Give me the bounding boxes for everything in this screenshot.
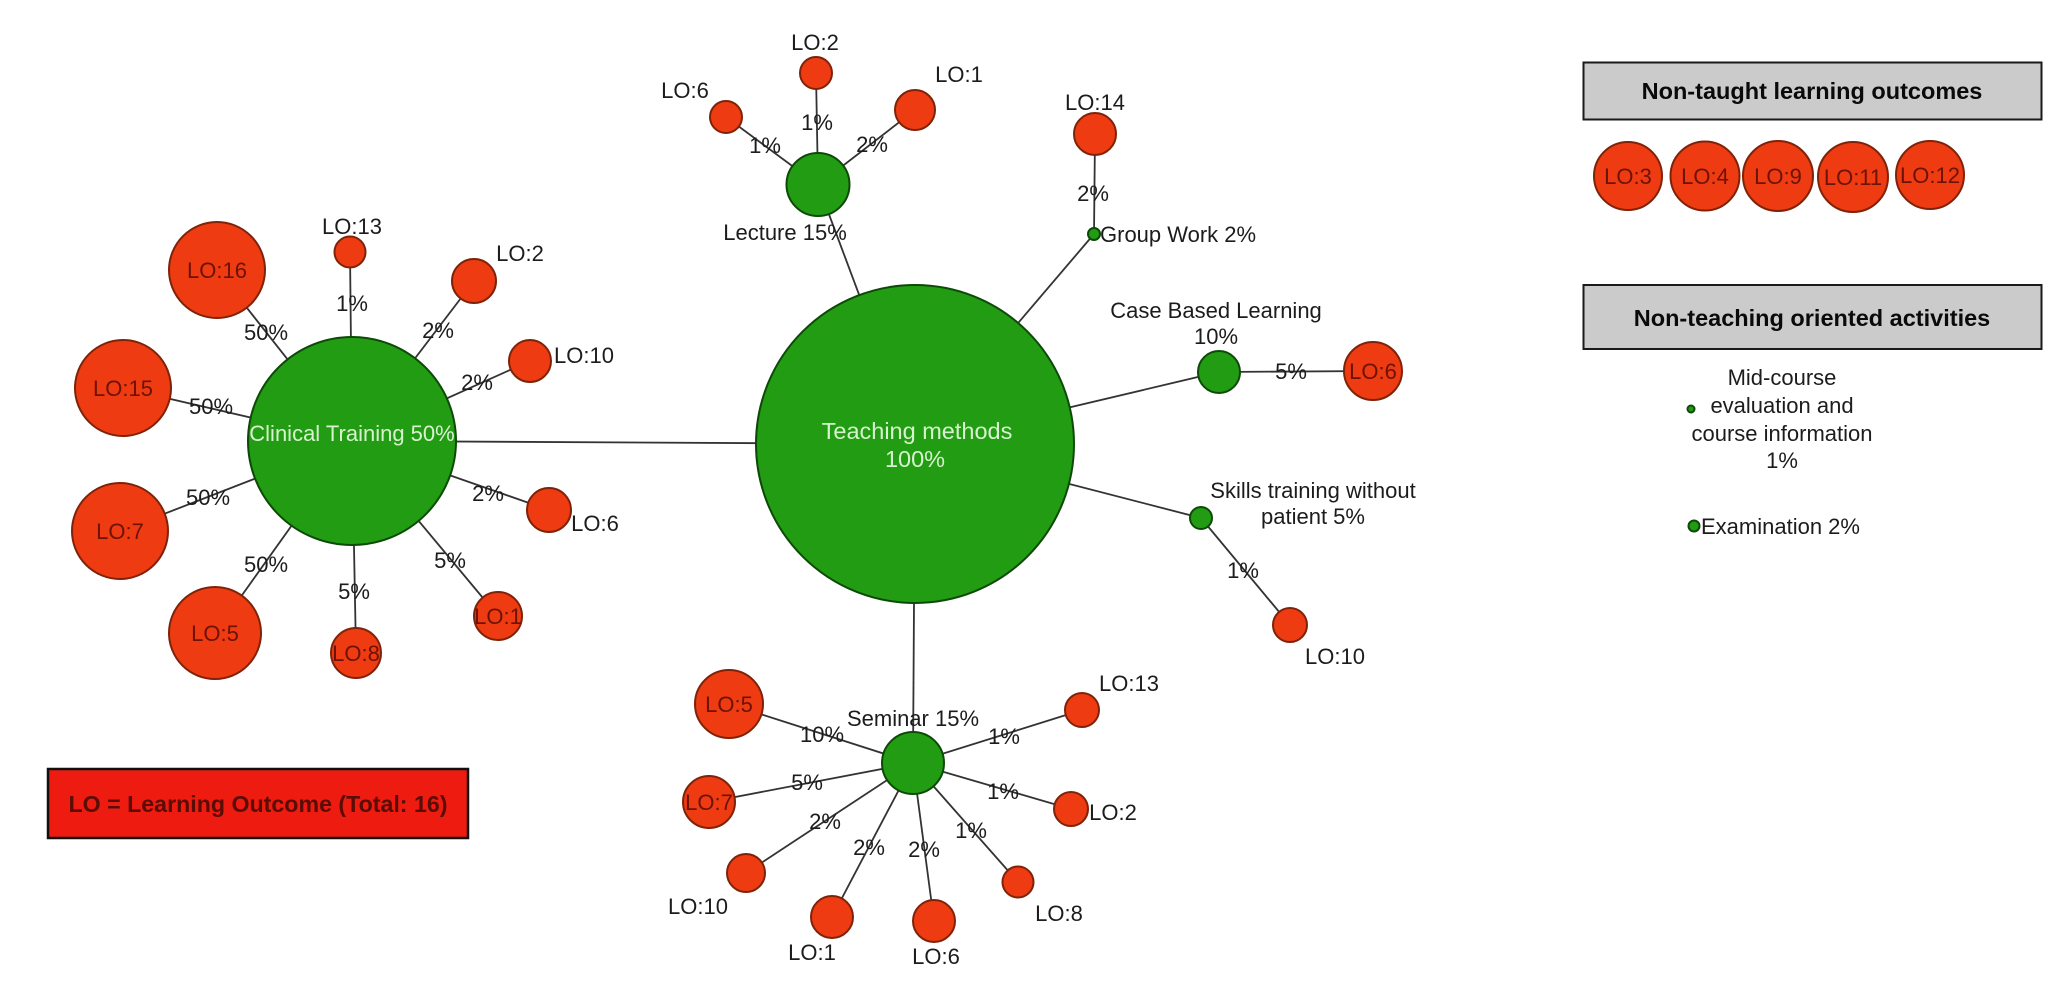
svg-text:LO:13: LO:13 bbox=[322, 214, 382, 239]
svg-text:2%: 2% bbox=[1077, 181, 1109, 206]
svg-text:100%: 100% bbox=[885, 446, 945, 472]
svg-text:Case Based Learning: Case Based Learning bbox=[1110, 298, 1322, 323]
svg-text:1%: 1% bbox=[336, 291, 368, 316]
svg-text:LO:7: LO:7 bbox=[96, 519, 144, 544]
svg-text:50%: 50% bbox=[244, 552, 288, 577]
svg-text:Skills training without: Skills training without bbox=[1210, 478, 1415, 503]
svg-text:LO:14: LO:14 bbox=[1065, 90, 1125, 115]
svg-text:Lecture 15%: Lecture 15% bbox=[723, 220, 847, 245]
svg-text:LO:15: LO:15 bbox=[93, 376, 153, 401]
svg-text:2%: 2% bbox=[856, 132, 888, 157]
svg-text:50%: 50% bbox=[186, 485, 230, 510]
svg-text:LO:8: LO:8 bbox=[332, 641, 380, 666]
svg-text:10%: 10% bbox=[1194, 324, 1238, 349]
svg-text:Clinical Training 50%: Clinical Training 50% bbox=[249, 421, 454, 446]
svg-text:5%: 5% bbox=[338, 579, 370, 604]
svg-text:Group Work 2%: Group Work 2% bbox=[1100, 222, 1256, 247]
svg-text:Examination 2%: Examination 2% bbox=[1701, 514, 1860, 539]
svg-text:LO:9: LO:9 bbox=[1754, 164, 1802, 189]
svg-text:patient 5%: patient 5% bbox=[1261, 504, 1365, 529]
svg-text:LO:5: LO:5 bbox=[705, 692, 753, 717]
svg-text:LO:6: LO:6 bbox=[661, 78, 709, 103]
svg-text:LO:4: LO:4 bbox=[1681, 164, 1729, 189]
svg-text:LO:3: LO:3 bbox=[1604, 164, 1652, 189]
svg-text:50%: 50% bbox=[244, 320, 288, 345]
svg-text:1%: 1% bbox=[1227, 558, 1259, 583]
svg-text:LO:11: LO:11 bbox=[1824, 165, 1882, 190]
svg-text:2%: 2% bbox=[853, 835, 885, 860]
svg-text:evaluation and: evaluation and bbox=[1710, 393, 1853, 418]
svg-text:LO:6: LO:6 bbox=[1349, 359, 1397, 384]
svg-text:LO:8: LO:8 bbox=[1035, 901, 1083, 926]
svg-text:10%: 10% bbox=[800, 722, 844, 747]
svg-text:1%: 1% bbox=[801, 110, 833, 135]
svg-text:LO:10: LO:10 bbox=[668, 894, 728, 919]
svg-text:2%: 2% bbox=[472, 481, 504, 506]
svg-text:LO:10: LO:10 bbox=[554, 343, 614, 368]
svg-text:LO:2: LO:2 bbox=[1089, 800, 1137, 825]
svg-text:2%: 2% bbox=[422, 318, 454, 343]
svg-text:LO:6: LO:6 bbox=[571, 511, 619, 536]
svg-text:LO = Learning Outcome (Total:: LO = Learning Outcome (Total: 16) bbox=[69, 791, 448, 817]
svg-text:LO:1: LO:1 bbox=[474, 604, 522, 629]
svg-text:1%: 1% bbox=[988, 724, 1020, 749]
svg-text:LO:6: LO:6 bbox=[912, 944, 960, 969]
svg-text:LO:10: LO:10 bbox=[1305, 644, 1365, 669]
svg-text:LO:13: LO:13 bbox=[1099, 671, 1159, 696]
svg-text:Mid-course: Mid-course bbox=[1728, 365, 1837, 390]
svg-text:2%: 2% bbox=[908, 837, 940, 862]
svg-text:Non-taught learning outcomes: Non-taught learning outcomes bbox=[1642, 78, 1983, 104]
svg-text:1%: 1% bbox=[955, 818, 987, 843]
svg-text:1%: 1% bbox=[1766, 448, 1798, 473]
svg-text:LO:5: LO:5 bbox=[191, 621, 239, 646]
svg-text:2%: 2% bbox=[461, 370, 493, 395]
svg-text:LO:2: LO:2 bbox=[496, 241, 544, 266]
svg-text:1%: 1% bbox=[987, 779, 1019, 804]
svg-text:1%: 1% bbox=[749, 133, 781, 158]
svg-text:LO:1: LO:1 bbox=[935, 62, 983, 87]
svg-text:Teaching methods: Teaching methods bbox=[822, 418, 1013, 444]
svg-text:Non-teaching oriented activiti: Non-teaching oriented activities bbox=[1634, 305, 1990, 331]
svg-text:Seminar 15%: Seminar 15% bbox=[847, 706, 979, 731]
svg-text:5%: 5% bbox=[791, 770, 823, 795]
svg-text:5%: 5% bbox=[1275, 359, 1307, 384]
svg-text:5%: 5% bbox=[434, 548, 466, 573]
svg-text:50%: 50% bbox=[189, 394, 233, 419]
svg-text:LO:1: LO:1 bbox=[788, 940, 836, 965]
svg-text:2%: 2% bbox=[809, 809, 841, 834]
svg-text:course information: course information bbox=[1692, 421, 1873, 446]
svg-text:LO:12: LO:12 bbox=[1900, 163, 1960, 188]
svg-text:LO:2: LO:2 bbox=[791, 30, 839, 55]
svg-text:LO:16: LO:16 bbox=[187, 258, 247, 283]
svg-text:LO:7: LO:7 bbox=[685, 790, 733, 815]
